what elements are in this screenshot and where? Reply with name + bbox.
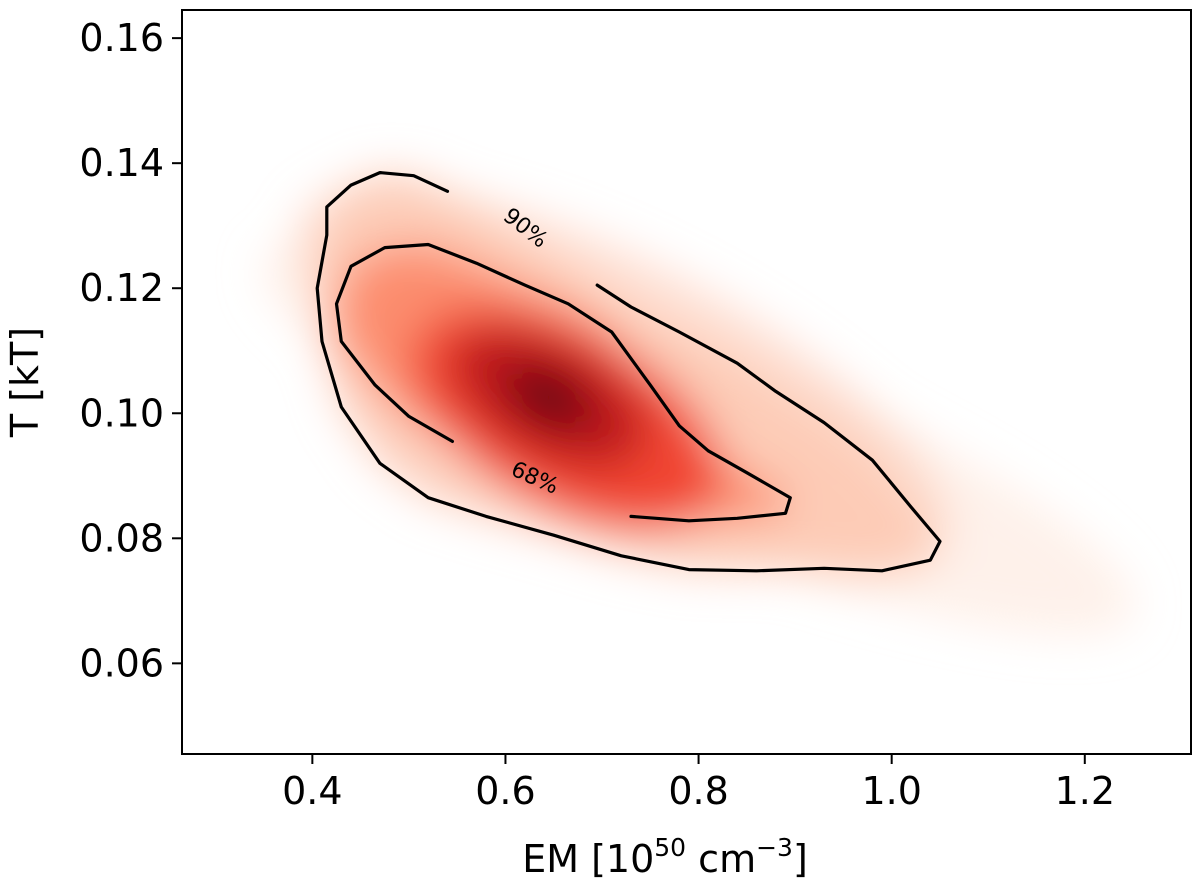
x-axis-label-prefix: EM [10 (522, 837, 654, 881)
x-tick-label: 0.8 (668, 769, 728, 813)
x-axis-label: EM [1050 cm−3] (522, 833, 808, 881)
x-tick-label: 0.6 (475, 769, 535, 813)
x-axis-label-unit-exponent: −3 (756, 833, 793, 862)
contour-lines (315, 171, 942, 573)
x-tick-label: 1.0 (861, 769, 921, 813)
x-axis-label-unit: cm (686, 837, 756, 881)
x-axis-label-suffix: ] (793, 837, 808, 881)
y-tick-label: 0.12 (79, 266, 164, 310)
contour-line-68 (334, 242, 792, 523)
y-tick-label: 0.10 (79, 391, 164, 435)
contour-line-90 (315, 171, 942, 573)
y-tick-label: 0.08 (79, 516, 164, 560)
x-tick-label: 0.4 (282, 769, 342, 813)
plot-frame (181, 9, 1192, 755)
y-tick-label: 0.06 (79, 641, 164, 685)
y-tick-label: 0.14 (79, 141, 164, 185)
x-axis-ticks: 0.4 0.6 0.8 1.0 1.2 (282, 754, 1115, 813)
y-tick-label: 0.16 (79, 16, 164, 60)
density-heatmap (261, 172, 1136, 636)
y-axis-label: T [kT] (3, 327, 47, 438)
x-axis-label-exponent: 50 (654, 833, 686, 862)
y-axis-ticks: 0.06 0.08 0.10 0.12 0.14 0.16 (79, 16, 182, 685)
x-tick-label: 1.2 (1055, 769, 1115, 813)
